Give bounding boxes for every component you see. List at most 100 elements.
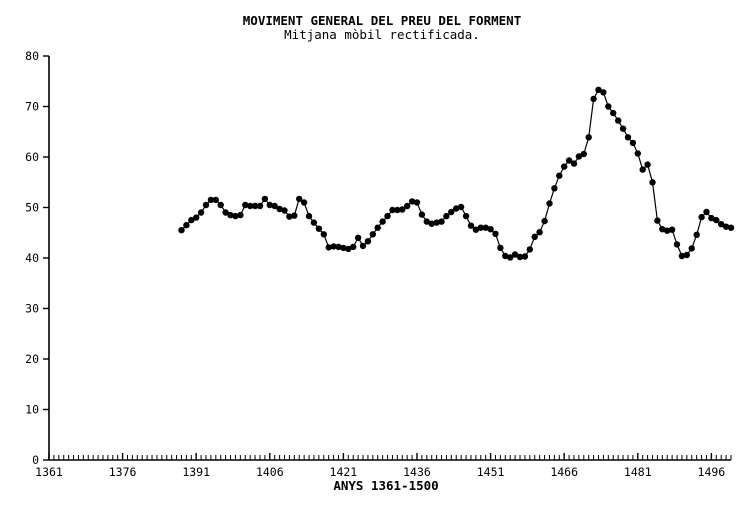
data-point [600, 89, 607, 96]
data-point [438, 218, 445, 225]
data-point [212, 196, 219, 204]
data-point [335, 243, 342, 251]
x-tick-label: 1451 [477, 465, 505, 479]
data-point [536, 229, 543, 236]
x-axis-label: ANYS 1361-1500 [333, 478, 438, 493]
data-point [659, 226, 666, 233]
series-line [181, 88, 732, 259]
data-point [408, 198, 416, 205]
y-tick-label: 20 [25, 352, 39, 366]
data-point [286, 213, 293, 220]
data-point [462, 212, 470, 220]
data-point [291, 212, 298, 219]
data-point [423, 218, 430, 225]
data-point [413, 199, 421, 206]
data-point [305, 212, 313, 220]
data-point [678, 252, 686, 260]
data-point [502, 252, 509, 260]
data-point [575, 153, 583, 160]
data-point [256, 202, 264, 210]
data-point [389, 206, 396, 214]
x-tick-label: 1481 [624, 465, 652, 479]
data-point [722, 223, 730, 230]
data-point [315, 225, 323, 232]
data-point [232, 212, 239, 220]
data-point [325, 244, 332, 251]
data-point [467, 222, 475, 229]
chart-subtitle: Mitjana mòbil rectificada. [284, 27, 480, 42]
data-point [300, 199, 308, 206]
data-point [477, 224, 484, 231]
y-tick-label: 40 [25, 251, 39, 265]
data-point [340, 244, 347, 252]
data-point [330, 243, 337, 250]
data-point [320, 231, 327, 238]
data-point [251, 202, 259, 210]
data-point [433, 219, 440, 226]
y-tick-label: 0 [32, 453, 39, 467]
data-point [693, 231, 700, 238]
data-point [634, 150, 641, 157]
data-point [359, 242, 367, 250]
data-point [207, 196, 215, 204]
data-point [541, 217, 548, 225]
data-point [649, 179, 656, 186]
data-point [624, 134, 632, 141]
x-tick-label: 1361 [35, 465, 63, 479]
data-point [580, 150, 587, 158]
data-point [379, 218, 386, 225]
x-tick-label: 1391 [182, 465, 210, 479]
y-tick-label: 80 [25, 49, 39, 63]
data-point [453, 205, 460, 212]
data-point [654, 217, 661, 224]
x-tick-label: 1376 [109, 465, 137, 479]
y-tick-label: 30 [25, 302, 39, 316]
data-point [718, 221, 725, 228]
y-tick-label: 60 [25, 150, 39, 164]
data-point [713, 216, 720, 224]
y-axis-tick-labels: 0 10 20 30 40 50 60 70 80 [25, 49, 39, 467]
y-tick-label: 50 [25, 201, 39, 215]
data-point [271, 202, 278, 210]
data-point [350, 243, 357, 251]
data-point [399, 206, 406, 213]
data-point [448, 208, 455, 216]
data-point [492, 230, 499, 237]
data-point [237, 211, 244, 219]
x-axis-ticks [48, 453, 732, 460]
y-axis-ticks [43, 55, 49, 461]
data-point [511, 251, 519, 258]
data-point [546, 200, 553, 207]
data-point [443, 212, 450, 220]
x-tick-label: 1421 [330, 465, 358, 479]
data-point [688, 245, 695, 252]
data-point [644, 161, 651, 168]
data-point [242, 201, 249, 209]
data-point [507, 254, 514, 261]
data-point [698, 213, 705, 221]
data-point [585, 134, 592, 141]
data-point [457, 203, 465, 211]
data-point [354, 234, 362, 241]
y-tick-label: 70 [25, 100, 39, 114]
data-point [556, 172, 563, 179]
data-point [261, 195, 269, 203]
data-point [708, 214, 715, 222]
data-point [703, 208, 710, 216]
data-point [364, 238, 372, 245]
x-tick-label: 1466 [550, 465, 578, 479]
data-point [217, 201, 224, 209]
data-point [516, 253, 524, 261]
data-point [619, 125, 627, 132]
data-point [521, 253, 529, 260]
series-markers [178, 86, 735, 261]
data-point [668, 226, 676, 233]
data-point [418, 211, 426, 218]
data-point [193, 214, 200, 221]
x-tick-label: 1406 [256, 465, 284, 479]
data-point [605, 103, 612, 110]
data-point [482, 224, 489, 231]
data-point [183, 222, 190, 229]
data-point [369, 231, 376, 238]
